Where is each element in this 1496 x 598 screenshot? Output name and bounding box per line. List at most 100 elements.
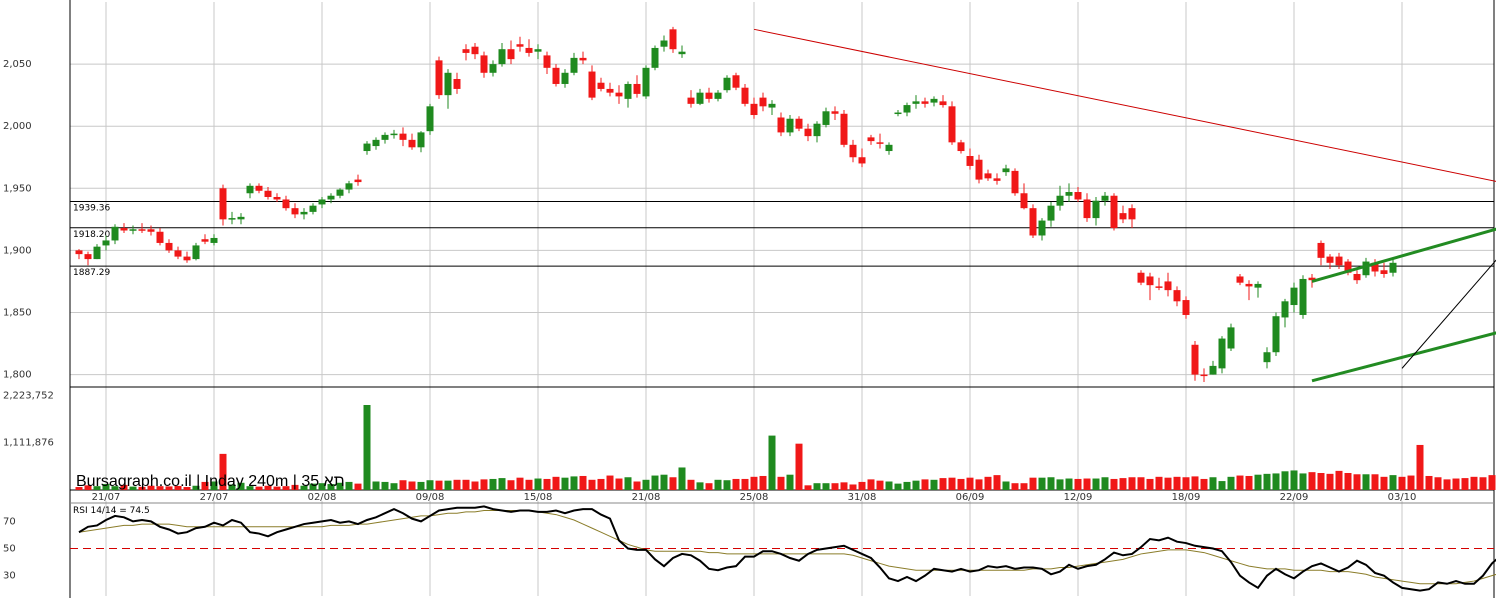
- candle-body: [156, 231, 164, 243]
- candle-body: [471, 46, 479, 55]
- volume-bar: [786, 474, 794, 490]
- candle-body: [804, 128, 812, 137]
- volume-bar: [732, 478, 740, 490]
- volume-bar: [201, 481, 209, 490]
- candle-body: [930, 98, 938, 103]
- channel-upper-line: [1311, 227, 1496, 283]
- volume-bar: [327, 484, 335, 490]
- candle-body: [345, 183, 353, 190]
- candle-body: [1335, 256, 1343, 266]
- x-tick-label: 02/08: [308, 492, 337, 503]
- volume-bar: [1119, 478, 1127, 490]
- candle-body: [237, 216, 245, 220]
- volume-bar: [435, 480, 443, 490]
- candle-body: [669, 29, 677, 50]
- volume-bar: [507, 480, 515, 490]
- volume-bar: [543, 478, 551, 490]
- volume-bar: [840, 482, 848, 490]
- candle-body: [1200, 374, 1208, 377]
- candle-body: [579, 57, 587, 61]
- candle-body: [903, 105, 911, 113]
- rsi-tick-label: 50: [3, 544, 16, 555]
- volume-bar: [192, 485, 200, 490]
- volume-bar: [1299, 473, 1307, 490]
- volume-bar: [1479, 477, 1487, 490]
- candle-body: [678, 51, 686, 55]
- volume-bar: [876, 480, 884, 490]
- candle-body: [273, 196, 281, 200]
- candle-body: [1029, 208, 1037, 236]
- candle-body: [633, 83, 641, 94]
- candle-body: [1362, 261, 1370, 276]
- candle-body: [624, 83, 632, 99]
- volume-bar: [183, 487, 191, 490]
- volume-bar: [408, 481, 416, 490]
- candle-body: [795, 118, 803, 129]
- volume-bar: [750, 476, 758, 490]
- rsi-plot: [70, 505, 1496, 592]
- y-tick-label: 1,950: [3, 183, 32, 194]
- candle-body: [525, 47, 533, 53]
- volume-bar: [624, 477, 632, 490]
- volume-bar: [75, 487, 83, 490]
- candle-body: [696, 92, 704, 104]
- candle-body: [768, 103, 776, 108]
- volume-bar: [462, 479, 470, 490]
- volume-bar: [705, 483, 713, 490]
- candle-body: [192, 245, 200, 260]
- volume-bar: [1398, 476, 1406, 490]
- candle-body: [111, 226, 119, 241]
- candle-body: [138, 229, 146, 231]
- y-tick-label: 1,900: [3, 245, 32, 256]
- volume-bar: [642, 479, 650, 490]
- candle-body: [939, 101, 947, 106]
- x-tick-label: 06/09: [956, 492, 985, 503]
- volume-bar: [516, 477, 524, 490]
- candle-body: [642, 67, 650, 97]
- volume-bar: [1362, 474, 1370, 490]
- volume-bar: [723, 480, 731, 490]
- volume-bar: [588, 479, 596, 490]
- candle-body: [453, 79, 461, 89]
- candle-body: [831, 111, 839, 114]
- candle-body: [1308, 277, 1316, 281]
- candle-body: [426, 106, 434, 132]
- candle-body: [1128, 208, 1136, 220]
- volume-bar: [1155, 476, 1163, 490]
- volume-bar: [939, 478, 947, 490]
- volume-bar: [858, 481, 866, 490]
- volume-bar: [1236, 475, 1244, 490]
- rsi-tick-label: 30: [3, 571, 16, 582]
- candle-body: [534, 49, 542, 52]
- candle-body: [174, 250, 182, 257]
- volume-bar: [1344, 473, 1352, 490]
- candle-body: [1182, 300, 1190, 315]
- volume-bar: [1038, 477, 1046, 490]
- volume-bar: [1452, 478, 1460, 490]
- volume-bar: [1263, 473, 1271, 490]
- candle-body: [1083, 199, 1091, 219]
- volume-bar: [795, 443, 803, 490]
- volume-bar: [1317, 473, 1325, 490]
- volume-bar: [966, 477, 974, 490]
- candle-body: [390, 133, 398, 136]
- volume-bar: [1380, 476, 1388, 490]
- y-tick-label: 2,050: [3, 59, 32, 70]
- volume-bar: [1191, 476, 1199, 490]
- volume-bar: [1092, 478, 1100, 490]
- candle-body: [462, 49, 470, 53]
- candle-body: [1263, 352, 1271, 363]
- volume-bar: [885, 481, 893, 490]
- volume-bar: [219, 453, 227, 490]
- volume-bar: [1002, 481, 1010, 490]
- volume-bar: [714, 479, 722, 490]
- candle-body: [327, 195, 335, 200]
- volume-bar: [1245, 475, 1253, 490]
- candle-body: [705, 92, 713, 99]
- candle-body: [1011, 170, 1019, 194]
- volume-bar: [426, 480, 434, 490]
- candle-body: [1281, 301, 1289, 318]
- volume-bar: [741, 478, 749, 490]
- volume-bar: [1272, 473, 1280, 490]
- candle-body: [480, 55, 488, 73]
